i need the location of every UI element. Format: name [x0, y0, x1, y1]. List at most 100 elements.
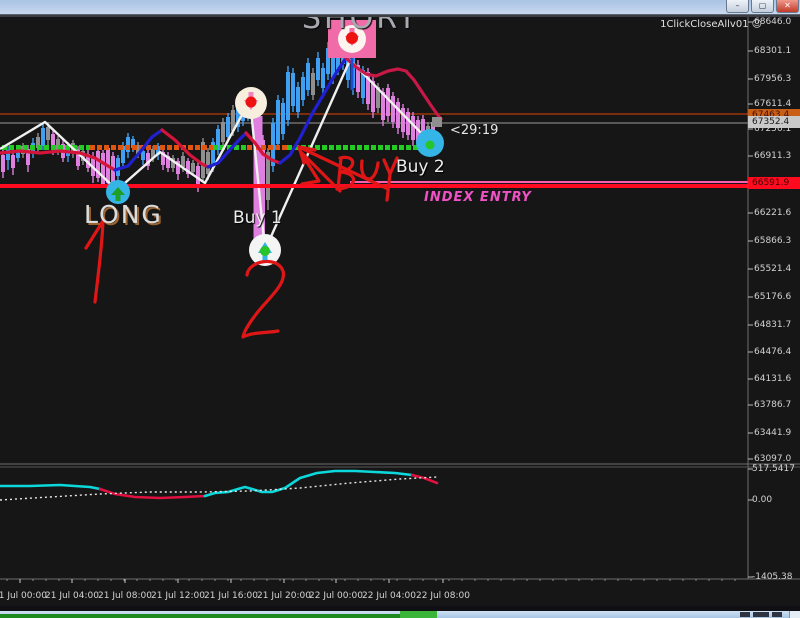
clock-glyph	[740, 612, 750, 617]
ribbon-dot	[160, 145, 165, 150]
price-tick-label: 66221.6	[754, 208, 792, 218]
candle-body	[141, 151, 145, 160]
ribbon-dot	[37, 145, 42, 150]
candle-body	[151, 149, 155, 158]
candle-body	[131, 139, 135, 148]
ribbon-dot	[385, 145, 390, 150]
show-desktop-button[interactable]	[789, 611, 800, 618]
close-button[interactable]: ✕	[776, 0, 799, 13]
indicator-tick-label: 517.5417	[752, 464, 795, 474]
ma-line	[0, 149, 117, 172]
candle-body	[306, 63, 310, 90]
candle-body	[336, 52, 340, 70]
annotation-buy2: Buy 2	[396, 157, 445, 177]
ribbon-dot	[399, 145, 404, 150]
ribbon-dot	[146, 145, 151, 150]
ribbon-dot	[378, 145, 383, 150]
taskbar-button[interactable]	[400, 611, 437, 618]
price-tick-label: 64131.6	[754, 374, 792, 384]
candle-body	[161, 152, 165, 165]
smiley-icon: ☺	[751, 19, 762, 30]
taskbar[interactable]	[0, 611, 800, 618]
price-tag-label: 66591.9	[748, 177, 800, 189]
time-tick-label: 22 Jul 08:00	[416, 591, 470, 601]
candle-body	[41, 128, 45, 146]
candle-body	[231, 110, 235, 131]
annotation-long: LONG	[84, 200, 163, 229]
price-tick-label: 65521.4	[754, 264, 792, 274]
candle-body	[36, 137, 40, 148]
candle-body	[11, 155, 15, 168]
candle-body	[226, 117, 230, 137]
annotation-index-entry: INDEX ENTRY	[424, 190, 532, 205]
indicator-tick-label: -1405.38	[752, 572, 793, 582]
candle-body	[236, 109, 240, 127]
candle-body	[396, 102, 400, 128]
candle-body	[136, 145, 140, 154]
candle-body	[281, 103, 285, 134]
ribbon-dot	[86, 145, 91, 150]
candle-body	[311, 73, 315, 95]
ribbon-dot	[202, 145, 207, 150]
indicator-name-label: 1ClickCloseAllv01 ☺	[660, 19, 762, 30]
candle-body	[166, 156, 170, 168]
candle-body	[216, 129, 220, 150]
ribbon-dot	[220, 145, 225, 150]
ribbon-dot	[125, 145, 130, 150]
ribbon-dot	[234, 145, 239, 150]
ribbon-dot	[44, 145, 49, 150]
minimize-button[interactable]: –	[726, 0, 749, 13]
indicator-name-text: 1ClickCloseAllv01	[660, 19, 749, 30]
candle-body	[116, 158, 120, 176]
ma-line	[278, 56, 348, 165]
time-tick-label: 22 Jul 04:00	[362, 591, 416, 601]
candle-body	[356, 65, 360, 92]
clock-glyph	[753, 612, 769, 617]
indicator-tick-label: 0.00	[752, 495, 773, 505]
annotation-buy1: Buy 1	[233, 208, 282, 228]
hand-number-1	[84, 219, 105, 304]
ribbon-dot	[30, 145, 35, 150]
ribbon-dot	[287, 145, 292, 150]
candle-body	[146, 153, 150, 166]
candle-body	[101, 153, 105, 184]
candle-body	[181, 156, 185, 167]
current-bar-tag	[432, 117, 442, 127]
candle-body	[321, 68, 325, 88]
time-tick-label: 21 Jul 20:00	[257, 591, 311, 601]
price-tick-label: 67611.4	[754, 99, 792, 109]
maximize-button[interactable]: ▢	[751, 0, 774, 13]
ribbon-dot	[90, 145, 95, 150]
clock-glyph	[772, 612, 782, 617]
candle-body	[401, 108, 405, 132]
candle-body	[361, 70, 365, 98]
ribbon-dot	[174, 145, 179, 150]
candle-body	[171, 158, 175, 168]
ribbon-dot	[65, 145, 70, 150]
ribbon-dot	[139, 145, 144, 150]
candle-body	[191, 163, 195, 172]
buy1-arrow-up-icon	[262, 252, 268, 262]
candle-body	[386, 88, 390, 116]
hand-arrow	[297, 145, 390, 193]
time-tick-label: 21 Jul 00:00	[0, 591, 47, 601]
candle-body	[206, 152, 210, 174]
ribbon-dot	[350, 145, 355, 150]
ribbon-dot	[9, 145, 14, 150]
candle-body	[81, 151, 85, 161]
hand-buy-letter-b	[335, 155, 356, 191]
candle-body	[221, 122, 225, 142]
window-border	[0, 15, 800, 17]
ribbon-dot	[104, 145, 109, 150]
ribbon-dot	[275, 145, 280, 150]
candle-body	[96, 151, 100, 178]
candle-countdown-label: <29:19	[450, 123, 499, 138]
ma-line	[160, 128, 210, 169]
ribbon-dot	[294, 145, 299, 150]
candle-body	[186, 161, 190, 174]
title-bar[interactable]: – ▢ ✕	[0, 0, 800, 15]
price-tick-label: 65866.3	[754, 236, 792, 246]
candle-body	[406, 112, 410, 135]
